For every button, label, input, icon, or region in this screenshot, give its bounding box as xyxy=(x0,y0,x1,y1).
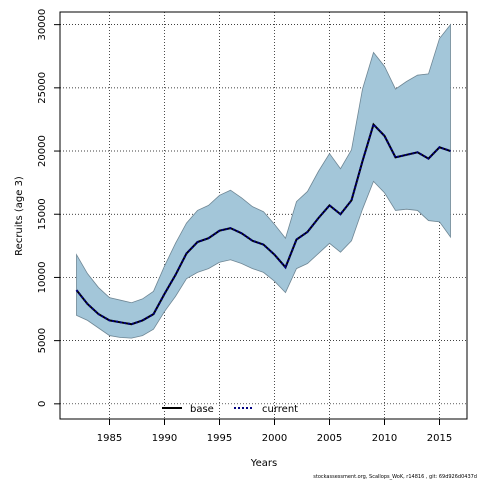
x-tick-label-3: 2000 xyxy=(262,433,287,444)
y-tick-label-5: 25000 xyxy=(37,72,48,104)
y-axis-label: Recruits (age 3) xyxy=(14,176,25,256)
x-tick-label-5: 2010 xyxy=(372,433,397,444)
y-tick-label-0: 0 xyxy=(37,401,48,407)
series-line-base xyxy=(75,122,451,326)
x-tick-label-1: 1990 xyxy=(152,433,177,444)
x-tick-label-4: 2005 xyxy=(317,433,342,444)
plot-frame xyxy=(59,11,468,420)
legend-label-base: base xyxy=(190,404,214,415)
grid-lines xyxy=(60,12,467,419)
y-tick-label-3: 15000 xyxy=(37,198,48,230)
x-axis-label: Years xyxy=(250,458,277,469)
y-tick-label-2: 10000 xyxy=(37,262,48,294)
confidence-band xyxy=(76,23,451,339)
footnote: stockassessment.org, Scallops_WoK, r1481… xyxy=(313,474,477,480)
y-tick-label-6: 30000 xyxy=(37,9,48,41)
y-axis: 0 5000 10000 15000 20000 25000 30000 xyxy=(37,9,60,407)
series-lines xyxy=(75,122,451,326)
y-tick-label-4: 20000 xyxy=(37,135,48,167)
legend: base current xyxy=(162,404,298,415)
x-tick-label-0: 1985 xyxy=(97,433,122,444)
x-tick-label-2: 1995 xyxy=(207,433,232,444)
legend-label-current: current xyxy=(262,404,298,415)
x-tick-label-6: 2015 xyxy=(427,433,452,444)
y-tick-label-1: 5000 xyxy=(37,328,48,353)
x-axis: 1985 1990 1995 2000 2005 2010 2015 xyxy=(97,419,452,444)
